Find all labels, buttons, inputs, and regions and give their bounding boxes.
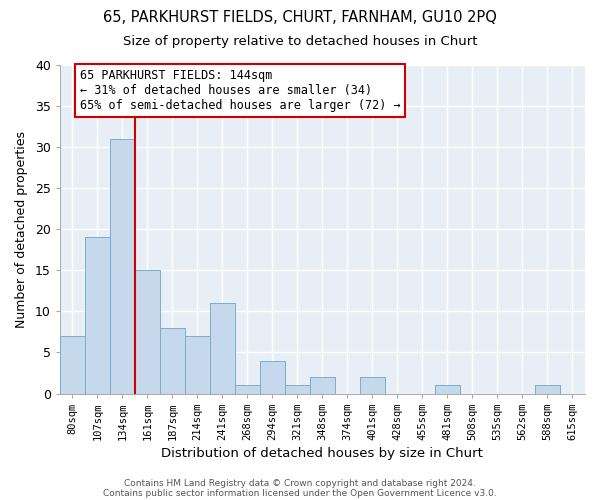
Bar — [260, 360, 285, 394]
Text: Contains public sector information licensed under the Open Government Licence v3: Contains public sector information licen… — [103, 488, 497, 498]
X-axis label: Distribution of detached houses by size in Churt: Distribution of detached houses by size … — [161, 447, 484, 460]
Text: Size of property relative to detached houses in Churt: Size of property relative to detached ho… — [123, 35, 477, 48]
Bar — [285, 386, 310, 394]
Text: 65 PARKHURST FIELDS: 144sqm
← 31% of detached houses are smaller (34)
65% of sem: 65 PARKHURST FIELDS: 144sqm ← 31% of det… — [80, 69, 400, 112]
Text: Contains HM Land Registry data © Crown copyright and database right 2024.: Contains HM Land Registry data © Crown c… — [124, 478, 476, 488]
Bar — [535, 386, 560, 394]
Bar — [60, 336, 85, 394]
Bar — [435, 386, 460, 394]
Bar — [85, 238, 110, 394]
Bar — [310, 377, 335, 394]
Bar — [160, 328, 185, 394]
Bar — [110, 139, 135, 394]
Text: 65, PARKHURST FIELDS, CHURT, FARNHAM, GU10 2PQ: 65, PARKHURST FIELDS, CHURT, FARNHAM, GU… — [103, 10, 497, 25]
Y-axis label: Number of detached properties: Number of detached properties — [15, 131, 28, 328]
Bar — [235, 386, 260, 394]
Bar — [360, 377, 385, 394]
Bar — [135, 270, 160, 394]
Bar — [210, 303, 235, 394]
Bar — [185, 336, 210, 394]
